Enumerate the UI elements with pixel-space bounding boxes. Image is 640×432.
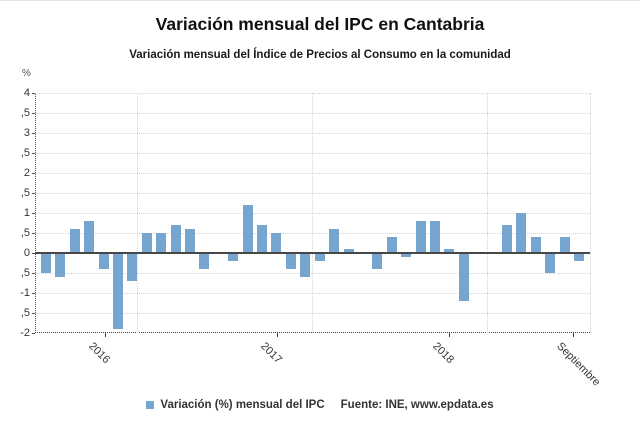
x-tick-mark (277, 333, 278, 337)
legend: Variación (%) mensual del IPC Fuente: IN… (0, 399, 640, 411)
y-tick-mark (32, 153, 35, 154)
y-tick-mark (32, 333, 35, 334)
bar-month-28[interactable] (429, 221, 440, 253)
bar-month-22[interactable] (343, 249, 354, 253)
bar-month-33[interactable] (501, 225, 512, 253)
y-tick-mark (32, 193, 35, 194)
bar-month-2[interactable] (55, 253, 66, 277)
x-tick-label-2017: 2017 (258, 340, 285, 367)
bar-month-6[interactable] (113, 253, 124, 329)
source-label: Fuente: INE, www.epdata.es (340, 399, 494, 411)
chart-subtitle: Variación mensual del Índice de Precios … (129, 49, 511, 61)
bar-month-26[interactable] (401, 253, 412, 257)
y-tick-label: -2 (20, 327, 30, 339)
y-tick-mark (32, 213, 35, 214)
x-tick-label-2016: 2016 (86, 340, 113, 367)
bar-month-8[interactable] (141, 233, 152, 253)
bar-month-27[interactable] (415, 221, 426, 253)
y-tick-label: 4 (23, 87, 30, 99)
bar-month-24[interactable] (372, 253, 383, 269)
bar-month-4[interactable] (84, 221, 95, 253)
y-tick-mark (32, 313, 35, 314)
chart-title: Variación mensual del IPC en Cantabria (155, 14, 485, 34)
bar-month-17[interactable] (271, 233, 282, 253)
x-tick-mark (573, 333, 574, 337)
x-tick-label-2018: 2018 (430, 340, 457, 367)
y-tick-mark (32, 133, 35, 134)
bar-month-20[interactable] (314, 253, 325, 261)
y-tick-mark (32, 273, 35, 274)
bar-month-19[interactable] (300, 253, 311, 277)
plot-area (35, 93, 591, 333)
bar-month-30[interactable] (458, 253, 469, 301)
legend-series-label: Variación (%) mensual del IPC (160, 399, 325, 411)
bar-month-1[interactable] (41, 253, 51, 273)
y-tick-label: 0 (23, 247, 30, 259)
bar-month-25[interactable] (386, 237, 397, 253)
bar-month-21[interactable] (329, 229, 340, 253)
y-axis-unit-label: % (22, 68, 31, 79)
bar-month-18[interactable] (285, 253, 296, 269)
y-tick-label: 2 (23, 167, 30, 179)
y-tick-label: ,5 (20, 107, 30, 119)
y-tick-mark (32, 253, 35, 254)
bar-month-16[interactable] (257, 225, 268, 253)
y-tick-label: ,5 (20, 307, 30, 319)
bar-month-38[interactable] (574, 253, 584, 261)
bar-month-14[interactable] (228, 253, 239, 261)
bar-month-35[interactable] (530, 237, 541, 253)
bar-month-34[interactable] (516, 213, 527, 253)
bar-month-12[interactable] (199, 253, 210, 269)
y-tick-label: ,5 (20, 267, 30, 279)
y-tick-mark (32, 233, 35, 234)
y-tick-label: 3 (23, 127, 30, 139)
y-tick-mark (32, 293, 35, 294)
y-tick-label: 1 (23, 207, 30, 219)
zero-line (35, 252, 590, 254)
bar-month-37[interactable] (559, 237, 570, 253)
x-tick-mark (105, 333, 106, 337)
y-tick-label: ,5 (20, 147, 30, 159)
year-gridline (312, 93, 313, 333)
bar-month-11[interactable] (185, 229, 196, 253)
legend-item-series[interactable]: Variación (%) mensual del IPC (146, 399, 325, 411)
bar-month-3[interactable] (69, 229, 80, 253)
bar-month-7[interactable] (127, 253, 138, 281)
bar-month-10[interactable] (170, 225, 181, 253)
bar-month-9[interactable] (156, 233, 167, 253)
year-gridline (487, 93, 488, 333)
bar-month-36[interactable] (545, 253, 556, 273)
y-tick-label: -1 (20, 287, 30, 299)
x-tick-mark (449, 333, 450, 337)
y-tick-label: ,5 (20, 187, 30, 199)
y-tick-mark (32, 93, 35, 94)
legend-swatch (146, 401, 155, 409)
y-tick-mark (32, 173, 35, 174)
year-gridline (137, 93, 138, 333)
y-tick-mark (32, 113, 35, 114)
bar-month-29[interactable] (444, 249, 455, 253)
x-tick-label-septiembre: Septiembre (554, 340, 603, 389)
y-tick-label: ,5 (20, 227, 30, 239)
bar-month-5[interactable] (98, 253, 109, 269)
bar-month-15[interactable] (242, 205, 253, 253)
